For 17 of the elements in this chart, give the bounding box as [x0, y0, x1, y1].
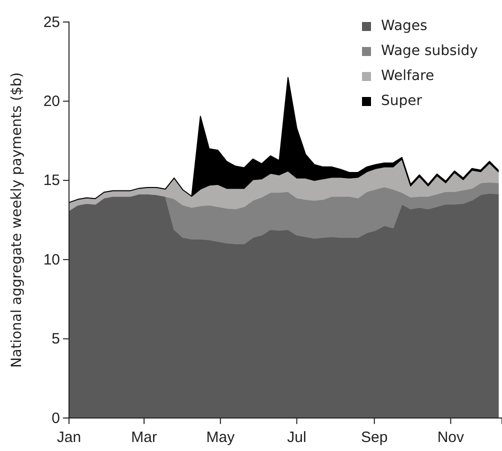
y-tick-label: 15 [43, 172, 60, 190]
legend-label: Wages [381, 18, 428, 34]
x-tick-label: Jan [56, 429, 82, 446]
y-tick-label: 5 [52, 330, 60, 348]
x-tick-label: Mar [131, 429, 158, 446]
x-tick-label: Nov [437, 429, 465, 446]
x-tick-label: May [206, 429, 236, 446]
y-tick-label: 25 [43, 14, 60, 31]
legend-label: Super [381, 93, 422, 109]
x-tick-label: Jul [287, 429, 306, 446]
y-tick-label: 0 [52, 410, 60, 427]
legend-label: Wage subsidy [381, 43, 478, 59]
legend-label: Welfare [381, 68, 434, 84]
x-tick-label: Sep [361, 429, 388, 446]
y-tick-label: 10 [43, 251, 60, 268]
y-tick-label: 20 [43, 93, 60, 110]
y-axis-title: National aggregate weekly payments ($b) [9, 72, 25, 368]
